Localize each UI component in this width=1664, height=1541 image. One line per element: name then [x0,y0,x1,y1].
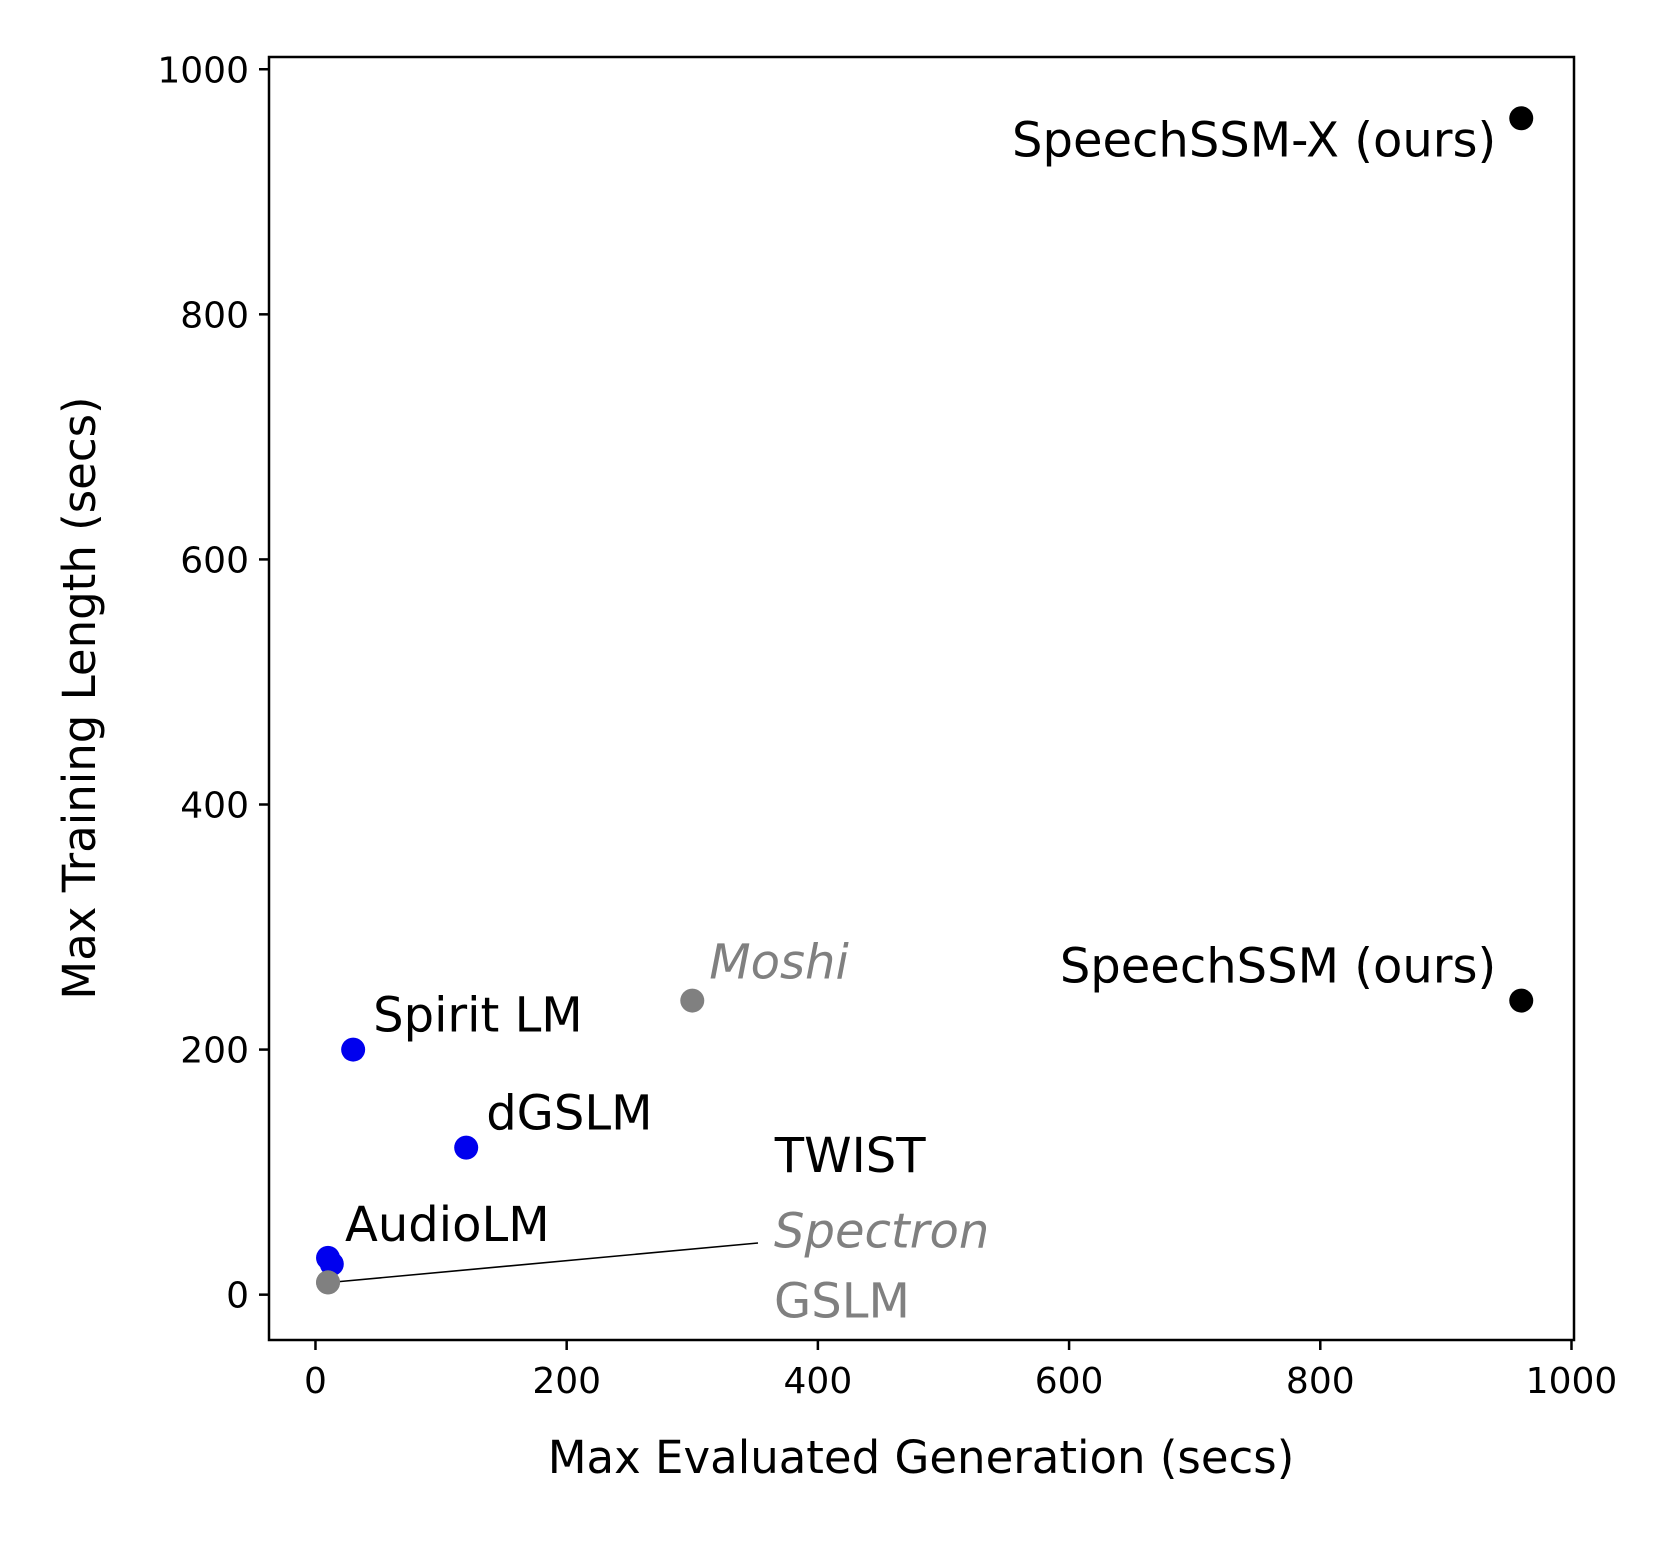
data-point [319,1252,344,1277]
y-tick-label: 1000 [157,50,249,91]
callout-line [334,1242,759,1283]
point-label: Spirit LM [373,988,583,1044]
plot-area-frame [267,55,1576,1342]
y-tick-label: 800 [180,295,249,336]
y-axis-label: Max Training Length (secs) [53,396,106,999]
point-label: dGSLM [486,1086,652,1142]
points-layer [316,106,1534,1295]
y-tick-label: 400 [180,785,249,826]
data-point [1509,106,1534,131]
x-tick-label: 0 [304,1361,327,1402]
x-tick-label: 600 [1035,1361,1104,1402]
point-label: Moshi [709,935,849,991]
point-label: SpeechSSM (ours) [1060,939,1496,995]
x-tick-label: 400 [784,1361,853,1402]
labels-layer: AudioLM TWIST Spirit LM dGSLM Moshi Spectron G… [345,112,1496,1329]
point-label: Spectron [774,1203,989,1259]
data-point [316,1270,341,1295]
data-point [1509,988,1534,1013]
y-tick-label: 600 [180,540,249,581]
point-label: TWIST [774,1128,926,1184]
x-tick-label: 200 [532,1361,601,1402]
y-tick-label: 200 [180,1031,249,1072]
data-point [680,988,705,1013]
y-tick-label: 0 [226,1276,249,1317]
ticks-layer: 0 200 400 600 800 1000 0 200 400 600 800 1000 [157,50,1617,1402]
x-tick-label: 800 [1286,1361,1355,1402]
x-axis-label: Max Evaluated Generation (secs) [548,1431,1295,1484]
data-point [341,1037,366,1062]
x-tick-label: 1000 [1526,1361,1618,1402]
point-label: GSLM [774,1273,910,1329]
point-label: AudioLM [345,1197,550,1253]
point-label: SpeechSSM-X (ours) [1012,112,1496,168]
data-point [454,1135,479,1160]
